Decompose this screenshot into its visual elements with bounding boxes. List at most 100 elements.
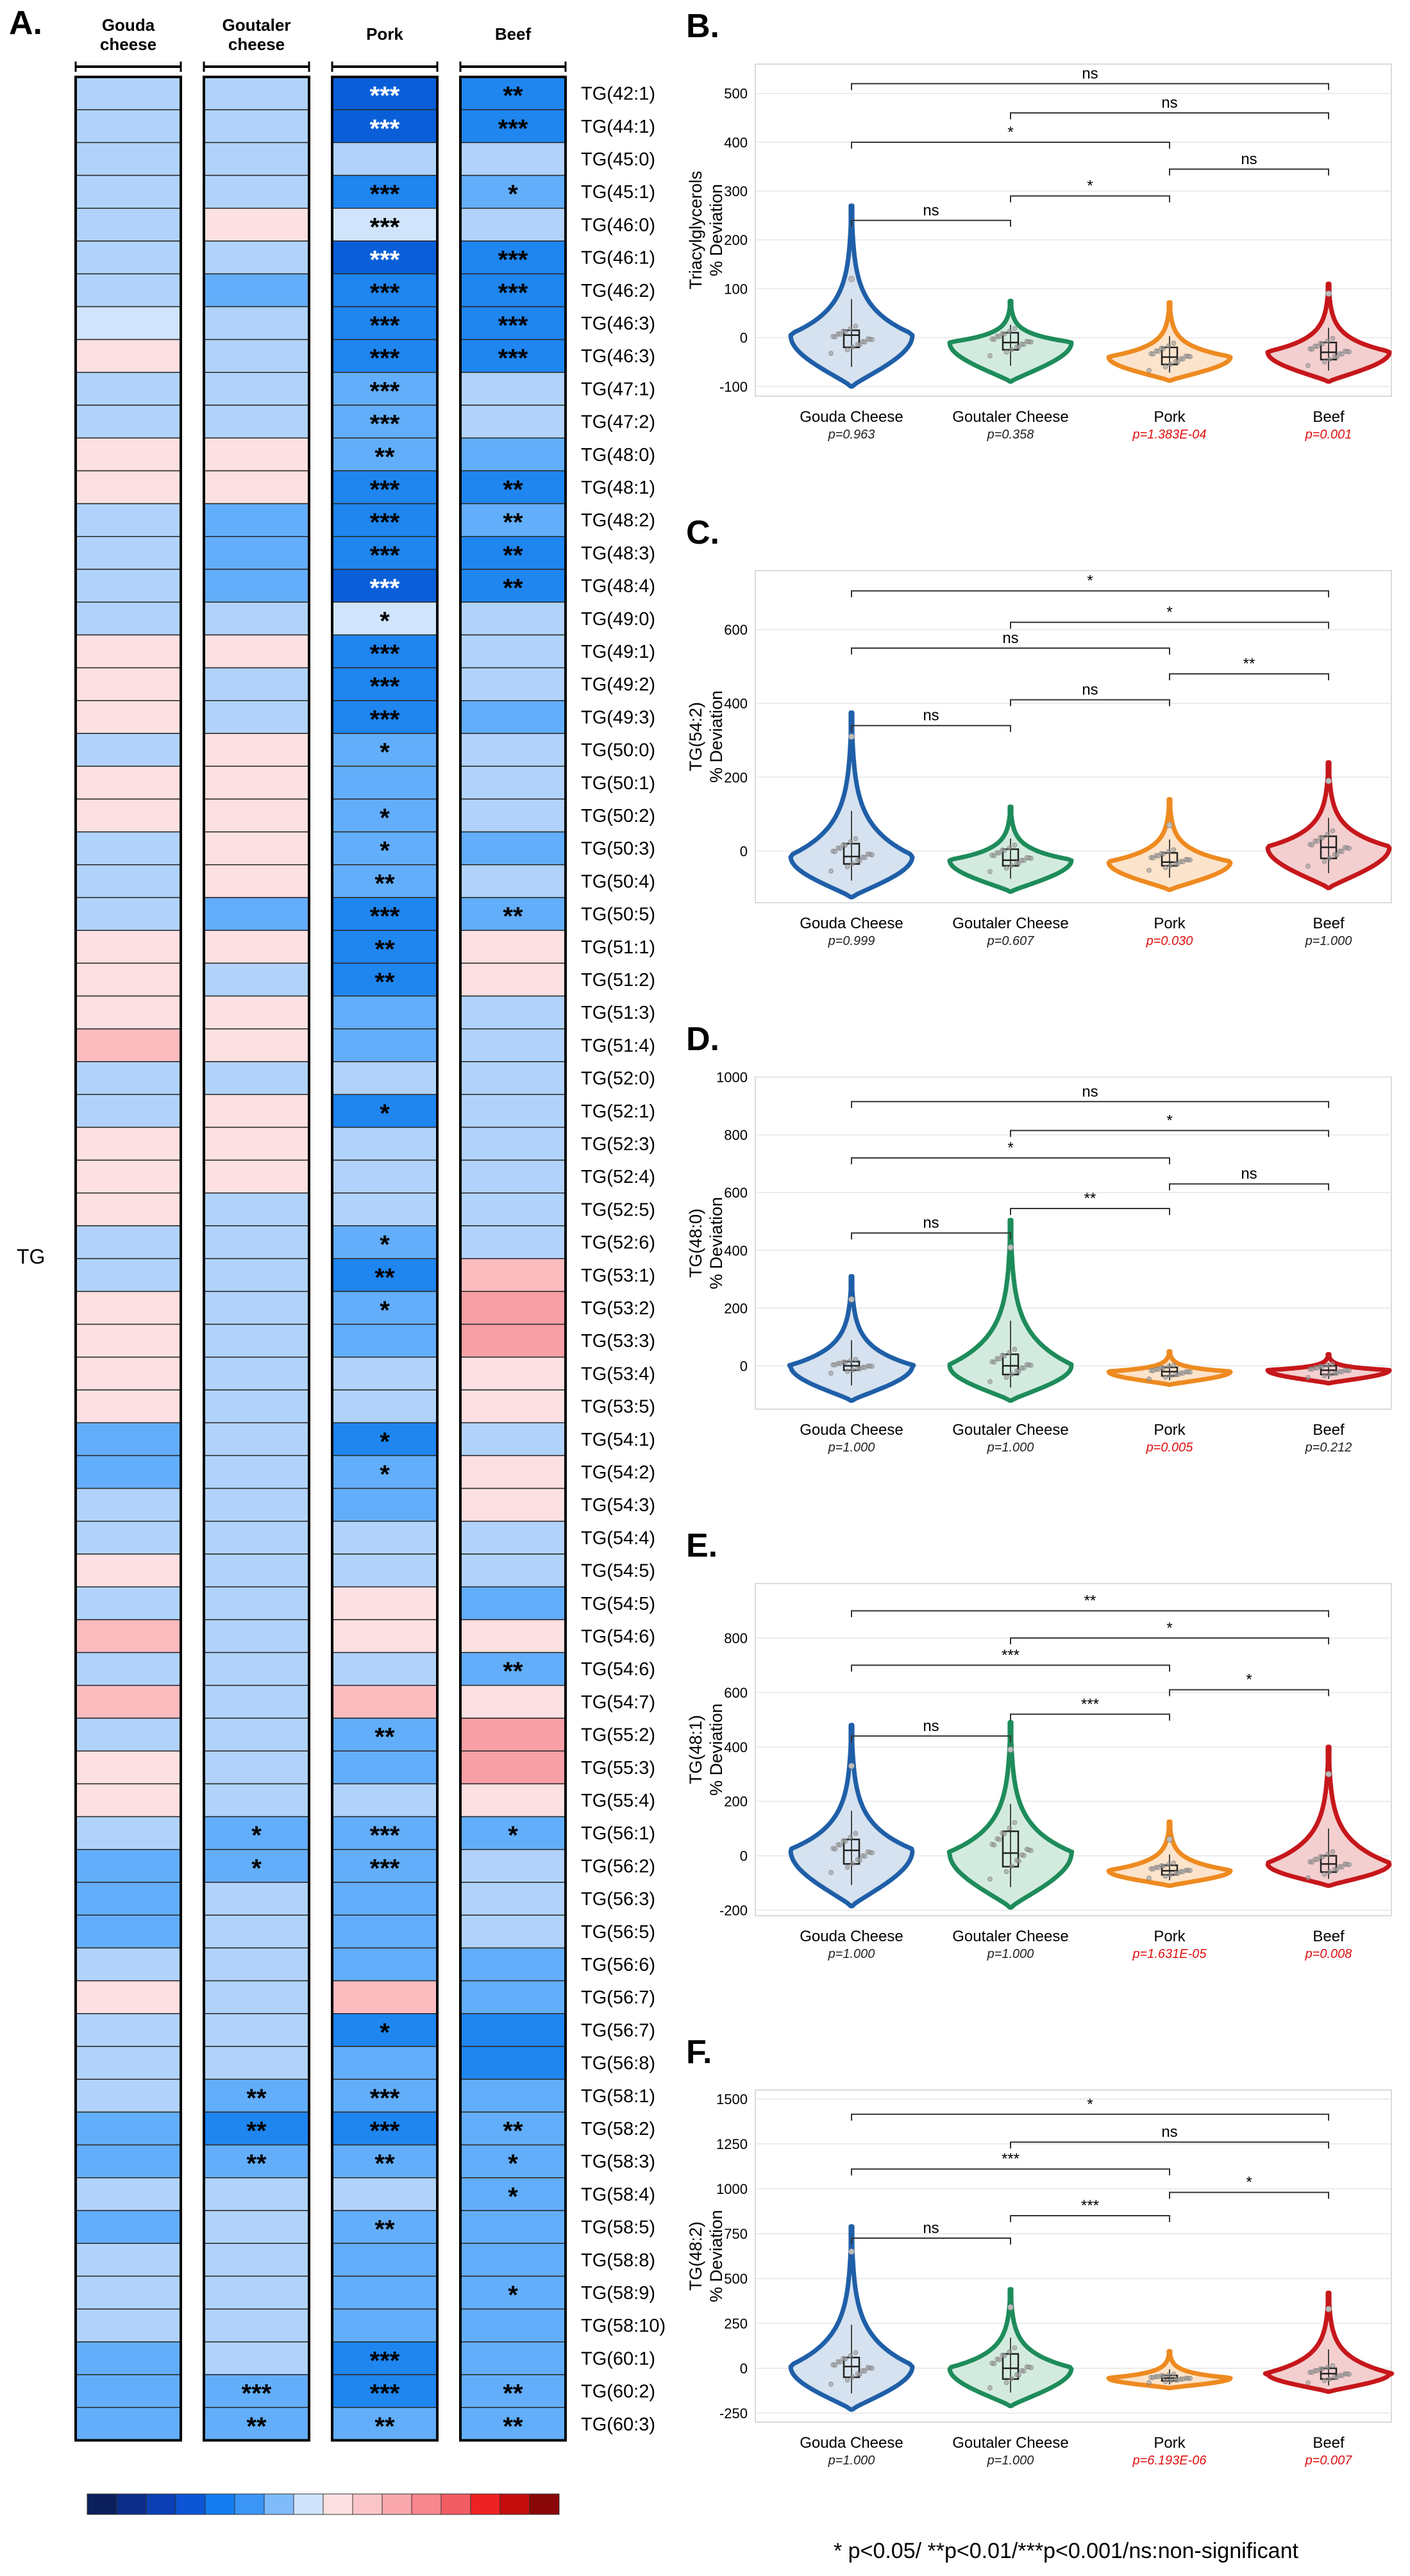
data-point (1146, 1376, 1152, 1382)
y-axis-label: Triacylglycerols% Deviation (686, 171, 726, 289)
data-point (1314, 344, 1320, 349)
y-tick-label: 800 (724, 1127, 748, 1143)
data-point (869, 1850, 875, 1855)
heatmap-cell (460, 1750, 566, 1785)
heatmap-cell (460, 1652, 566, 1686)
y-tick-label: 600 (724, 1185, 748, 1201)
heatmap-cell (203, 306, 310, 340)
significance-bracket (1010, 1207, 1170, 1215)
x-category-label: Beef (1313, 1928, 1345, 1945)
heatmap-cell (203, 1389, 310, 1423)
heatmap-cell (203, 700, 310, 734)
significance-bracket (1010, 112, 1329, 120)
column-header: Pork (366, 24, 403, 44)
x-category-label: Beef (1313, 915, 1345, 932)
data-point (1012, 1820, 1018, 1825)
data-point (1166, 343, 1171, 349)
heatmap-cell (203, 897, 310, 931)
heatmap-cell (75, 1291, 181, 1325)
data-point (1347, 846, 1352, 851)
heatmap-cell (460, 2275, 566, 2310)
outlier-point (1007, 2304, 1014, 2311)
significance-label: * (1007, 1139, 1013, 1157)
column-frame (331, 76, 439, 2442)
significance-stars: *** (370, 2346, 400, 2375)
data-point (844, 1864, 850, 1870)
significance-bracket (851, 1735, 1011, 1743)
x-category-label: Pork (1154, 915, 1186, 932)
significance-label: ns (1082, 1083, 1098, 1100)
significance-stars: * (380, 1428, 390, 1456)
data-point (1162, 2379, 1168, 2384)
significance-stars: *** (370, 2084, 400, 2112)
y-axis-label-line: % Deviation (707, 1703, 726, 1796)
heatmap-cell (332, 2177, 438, 2211)
row-label: TG(50:5) (581, 905, 655, 925)
heatmap-cell (332, 1521, 438, 1555)
data-point (1339, 849, 1345, 854)
heatmap-cell (460, 1291, 566, 1325)
heatmap-cell (75, 1586, 181, 1621)
significance-stars: ** (374, 2413, 395, 2441)
heatmap-cell (460, 1586, 566, 1621)
heatmap-cell (75, 2144, 181, 2179)
y-axis-label-line: TG(48:2) (686, 2221, 705, 2291)
heatmap-cell (75, 1159, 181, 1194)
y-tick-label: 1500 (716, 2091, 748, 2107)
significance-bracket (1010, 1713, 1170, 1721)
data-point (987, 1877, 993, 1882)
x-category-label: Gouda Cheese (800, 915, 903, 932)
significance-label: *** (1081, 2197, 1099, 2214)
data-point (853, 836, 859, 841)
data-point (1339, 1864, 1345, 1869)
data-point (987, 2385, 993, 2391)
heatmap-cell (75, 1323, 181, 1358)
data-point (1161, 851, 1166, 857)
data-point (1305, 1375, 1311, 1380)
data-point (1168, 1373, 1173, 1378)
y-tick-label: 400 (724, 135, 748, 151)
data-point (1146, 1875, 1152, 1881)
heatmap-cell (332, 962, 438, 997)
heatmap-cell (203, 240, 310, 274)
data-point (1016, 860, 1021, 866)
data-point (987, 1379, 993, 1384)
significance-stars: * (508, 2281, 518, 2309)
significance-bracket (851, 83, 1329, 90)
row-label: TG(50:3) (581, 839, 655, 859)
column-header: Gouda cheese (100, 15, 156, 54)
significance-label: ns (923, 202, 939, 219)
data-point (848, 326, 853, 331)
significance-stars: *** (370, 1821, 400, 1850)
row-label: TG(46:3) (581, 314, 655, 334)
data-point (996, 334, 1002, 339)
data-point (1305, 864, 1311, 869)
heatmap-cell (460, 536, 566, 570)
violin-panels: B.-1000100200300400500Triacylglycerols% … (686, 8, 1395, 2468)
heatmap-cell (460, 601, 566, 636)
data-point (844, 2377, 850, 2383)
data-point (1155, 349, 1161, 354)
significance-label: * (1087, 2096, 1093, 2113)
row-label: TG(54:5) (581, 1561, 655, 1582)
data-point (1162, 1873, 1168, 1879)
significance-stars: *** (370, 377, 400, 405)
data-point (1171, 2371, 1177, 2377)
row-label: TG(47:2) (581, 412, 655, 433)
heatmap-cell (75, 2308, 181, 2343)
data-point (1003, 1375, 1009, 1380)
significance-label: ns (1002, 630, 1018, 647)
heatmap-cell (203, 1586, 310, 1621)
significance-stars: ** (374, 2150, 395, 2178)
outlier-point (1325, 778, 1332, 784)
x-category-label: Pork (1154, 2434, 1186, 2452)
significance-stars: ** (374, 968, 395, 996)
heatmap-cell (460, 1553, 566, 1587)
significance-stars: ** (246, 2150, 267, 2178)
data-point (991, 1359, 997, 1365)
heatmap-cell (460, 1521, 566, 1555)
heatmap-cell (203, 2210, 310, 2244)
data-point (1188, 354, 1193, 360)
p-value-label: p=1.000 (828, 1441, 875, 1455)
heatmap-cell (75, 831, 181, 866)
